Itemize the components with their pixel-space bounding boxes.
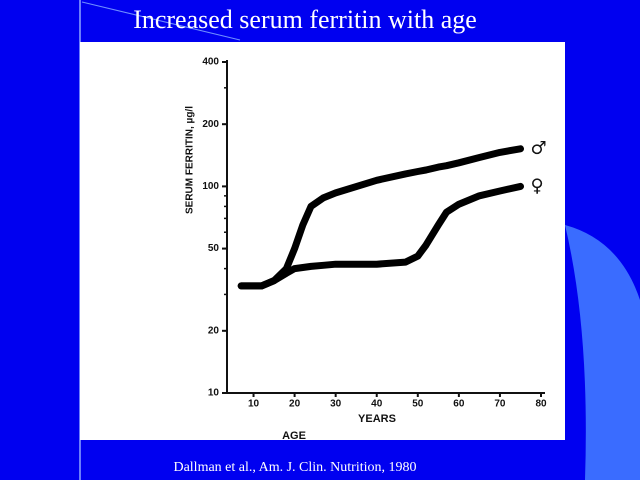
x-tick-label: 20 [289,399,301,410]
y-tick-label: 400 [202,57,219,68]
y-tick-label: 50 [208,243,220,254]
y-axis-label: SERUM FERRITIN, µg/l [185,106,196,214]
y-tick-label: 100 [202,181,219,192]
chart-panel [80,42,565,440]
slide-decoration [565,225,640,480]
y-tick-label: 10 [208,388,220,399]
y-tick-label: 200 [202,119,219,130]
x-tick-label: 70 [494,399,506,410]
slide-decoration-line [81,1,241,41]
x-tick-label: 40 [371,399,383,410]
x-tick-label: 30 [330,399,342,410]
slide-title: Increased serum ferritin with age [133,5,477,34]
citation: Dallman et al., Am. J. Clin. Nutrition, … [173,460,416,475]
y-tick-label: 20 [208,325,220,336]
x-tick-label: 60 [453,399,465,410]
x-tick-label: 50 [412,399,424,410]
x-tick-label: 10 [248,399,260,410]
series-label: ♂ [530,138,546,159]
series-line [237,145,524,290]
annotation: AGE [282,430,306,442]
series-line [237,182,524,290]
series-label: ♀ [530,175,543,196]
x-tick-label: 80 [535,399,547,410]
x-axis-label: YEARS [358,413,396,425]
